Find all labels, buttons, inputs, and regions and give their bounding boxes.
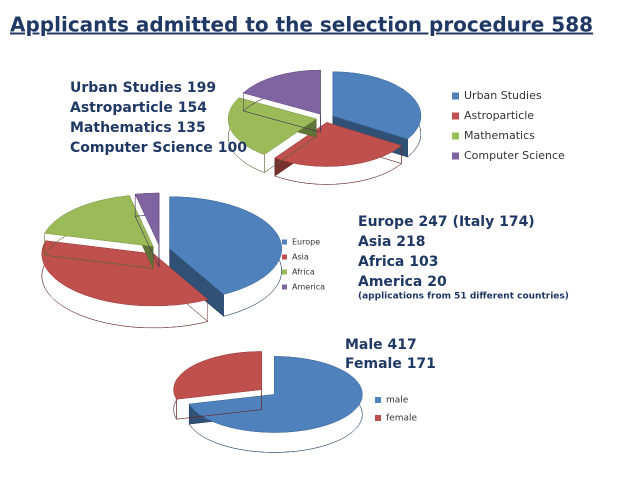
- annotation: Urban Studies 199: [70, 80, 216, 96]
- legend-label: Mathematics: [464, 129, 535, 142]
- annotation: Astroparticle 154: [70, 100, 207, 116]
- legend-swatch: [375, 397, 381, 403]
- annotation: Female 171: [345, 356, 436, 372]
- slice: [134, 192, 160, 246]
- annotation: Africa 103: [358, 254, 438, 270]
- legend-swatch: [282, 254, 287, 260]
- annotation: Europe 247 (Italy 174): [358, 214, 535, 230]
- legend-label: Asia: [292, 253, 309, 262]
- slice: [274, 122, 403, 167]
- legend-swatch: [282, 239, 287, 245]
- slice: [332, 71, 422, 140]
- legend-label: Urban Studies: [464, 89, 542, 102]
- annotation: Computer Science 100: [70, 140, 247, 156]
- legend-label: Computer Science: [464, 149, 565, 162]
- slice: [227, 97, 317, 155]
- slice: [173, 351, 262, 400]
- legend-swatch: [282, 284, 287, 290]
- legend-label: male: [386, 396, 409, 406]
- legend-swatch: [282, 269, 287, 275]
- annotation: Mathematics 135: [70, 120, 206, 136]
- legend-label: Astroparticle: [464, 109, 534, 122]
- legend-swatch: [452, 92, 459, 100]
- legend-label: Europe: [292, 238, 320, 247]
- slice: [242, 69, 321, 115]
- annotation: Asia 218: [358, 234, 426, 250]
- legend-swatch: [452, 152, 459, 160]
- legend-label: Africa: [292, 268, 315, 277]
- legend-label: female: [386, 414, 417, 424]
- slice: [169, 196, 282, 295]
- annotation: Male 417: [345, 337, 417, 353]
- slice: [44, 195, 154, 247]
- legend-label: America: [292, 283, 325, 292]
- legend-swatch: [375, 415, 381, 421]
- slice: [188, 356, 363, 433]
- legend-swatch: [452, 112, 459, 120]
- legend-swatch: [452, 132, 459, 140]
- annotation: (applications from 51 different countrie…: [358, 292, 569, 302]
- annotation: America 20: [358, 274, 447, 290]
- slide-title: Applicants admitted to the selection pro…: [10, 13, 593, 37]
- slice: [41, 240, 209, 307]
